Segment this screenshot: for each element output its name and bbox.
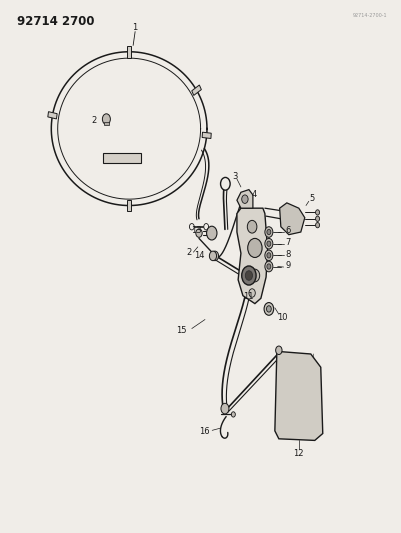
Polygon shape — [191, 85, 201, 95]
Circle shape — [189, 223, 194, 230]
Polygon shape — [104, 122, 109, 125]
Circle shape — [195, 229, 202, 237]
Circle shape — [266, 241, 270, 246]
Polygon shape — [202, 132, 211, 139]
Circle shape — [247, 238, 261, 257]
Text: 10: 10 — [276, 313, 287, 322]
Polygon shape — [236, 208, 267, 304]
Circle shape — [275, 346, 282, 354]
Text: 92714-2700-1: 92714-2700-1 — [352, 13, 387, 18]
Text: 1: 1 — [132, 23, 138, 33]
Text: 14: 14 — [193, 252, 204, 261]
Text: 13: 13 — [190, 226, 201, 235]
Circle shape — [211, 251, 218, 261]
Circle shape — [245, 271, 252, 280]
Circle shape — [315, 216, 319, 221]
Text: 4: 4 — [251, 190, 256, 199]
Circle shape — [206, 226, 217, 240]
Polygon shape — [274, 351, 322, 440]
Circle shape — [266, 253, 270, 258]
Circle shape — [266, 264, 270, 269]
Polygon shape — [127, 200, 131, 212]
Text: 8: 8 — [284, 250, 290, 259]
Text: 16: 16 — [198, 427, 209, 436]
Circle shape — [102, 114, 110, 124]
Circle shape — [266, 306, 271, 312]
Text: 2: 2 — [186, 248, 191, 257]
Polygon shape — [48, 112, 57, 119]
Circle shape — [248, 289, 255, 297]
Circle shape — [263, 303, 273, 316]
Text: 92714 2700: 92714 2700 — [17, 14, 95, 28]
Text: 7: 7 — [284, 238, 290, 247]
Circle shape — [315, 222, 319, 228]
Text: 12: 12 — [293, 449, 303, 458]
Polygon shape — [236, 190, 252, 208]
Circle shape — [249, 269, 259, 282]
Circle shape — [241, 266, 255, 285]
Text: 6: 6 — [284, 227, 290, 236]
Circle shape — [221, 403, 229, 414]
Circle shape — [315, 210, 319, 215]
Polygon shape — [103, 152, 141, 163]
Text: 3: 3 — [232, 172, 237, 181]
Text: 2: 2 — [91, 116, 97, 125]
Circle shape — [266, 229, 270, 235]
Circle shape — [264, 238, 272, 249]
Circle shape — [264, 261, 272, 272]
Circle shape — [247, 220, 256, 233]
Text: 15: 15 — [175, 326, 186, 335]
Text: 9: 9 — [284, 262, 290, 270]
Text: 11: 11 — [242, 292, 253, 301]
Circle shape — [264, 250, 272, 261]
Circle shape — [264, 227, 272, 237]
Circle shape — [209, 251, 216, 261]
Polygon shape — [127, 46, 131, 58]
Circle shape — [203, 223, 208, 230]
Circle shape — [231, 412, 235, 417]
Text: 5: 5 — [308, 194, 314, 203]
Circle shape — [220, 177, 229, 190]
Circle shape — [241, 195, 247, 204]
Polygon shape — [279, 203, 304, 235]
